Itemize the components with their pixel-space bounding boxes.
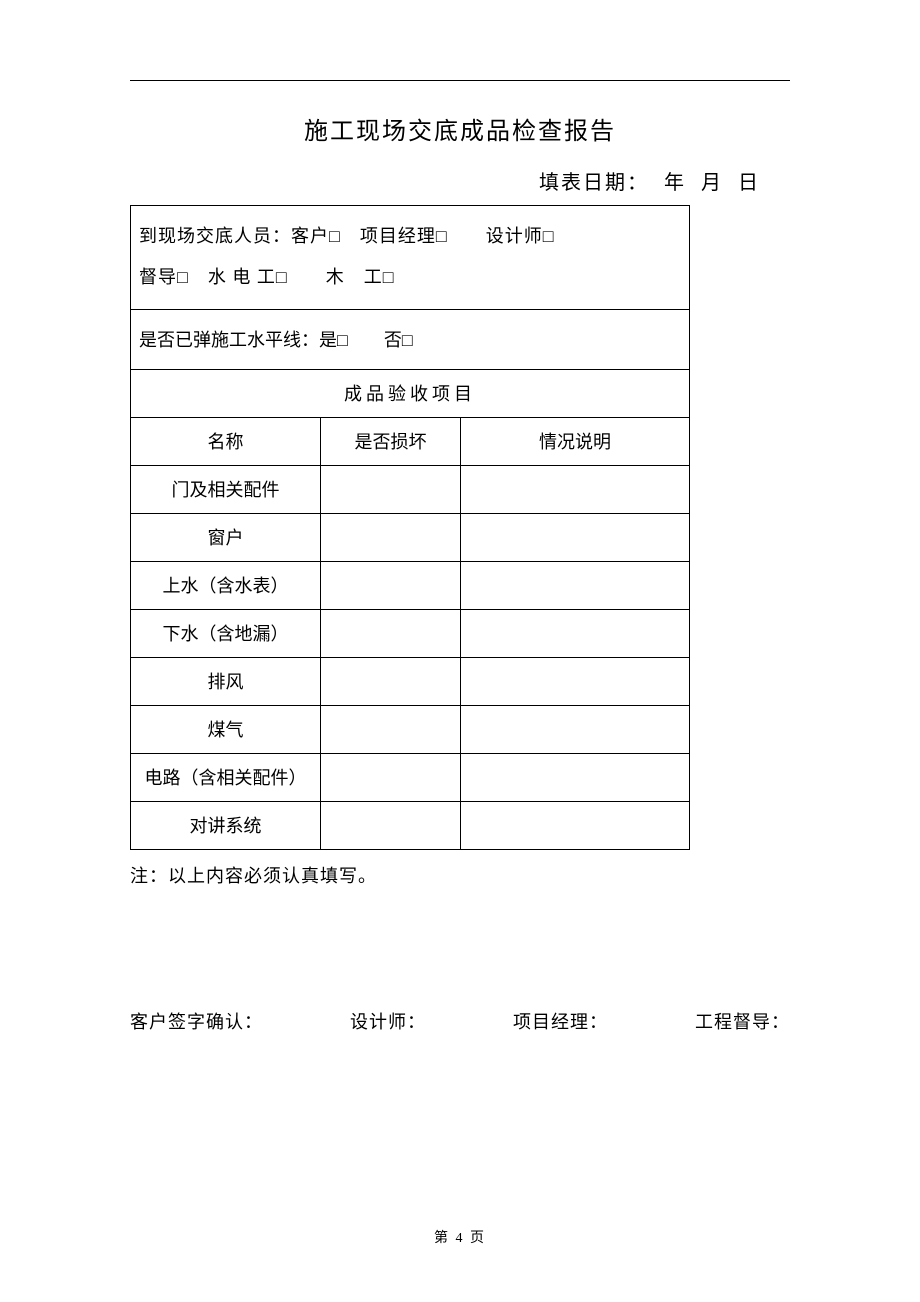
item-desc[interactable] xyxy=(461,657,690,705)
item-name: 排风 xyxy=(131,657,321,705)
item-damage[interactable] xyxy=(321,465,461,513)
opt-plumber: 水 电 工 xyxy=(208,267,276,287)
item-damage[interactable] xyxy=(321,657,461,705)
inspection-form: 到现场交底人员：客户□ 项目经理□ 设计师□ 督导□ 水 电 工□ 木 工□ 是… xyxy=(130,205,690,850)
item-damage[interactable] xyxy=(321,801,461,849)
construction-line-row: 是否已弹施工水平线：是□ 否□ xyxy=(131,309,690,369)
date-month: 月 xyxy=(701,172,723,194)
page-title: 施工现场交底成品检查报告 xyxy=(130,111,790,146)
personnel-row: 到现场交底人员：客户□ 项目经理□ 设计师□ 督导□ 水 电 工□ 木 工□ xyxy=(131,206,690,310)
item-desc[interactable] xyxy=(461,753,690,801)
date-row: 填表日期： 年 月 日 xyxy=(130,166,790,195)
item-damage[interactable] xyxy=(321,753,461,801)
no-label: 否 xyxy=(384,330,402,350)
opt-designer: 设计师 xyxy=(486,226,543,246)
table-row: 窗户 xyxy=(131,513,690,561)
table-row: 煤气 xyxy=(131,705,690,753)
checkbox-icon[interactable]: □ xyxy=(329,216,341,257)
page-number: 第 4 页 xyxy=(0,1227,920,1247)
sign-pm: 项目经理： xyxy=(513,1008,608,1034)
item-name: 上水（含水表） xyxy=(131,561,321,609)
personnel-line2: 督导□ 水 电 工□ 木 工□ xyxy=(139,257,681,298)
table-header-row: 名称 是否损坏 情况说明 xyxy=(131,417,690,465)
item-desc[interactable] xyxy=(461,561,690,609)
table-row: 上水（含水表） xyxy=(131,561,690,609)
item-damage[interactable] xyxy=(321,561,461,609)
item-desc[interactable] xyxy=(461,465,690,513)
item-desc[interactable] xyxy=(461,513,690,561)
checkbox-icon[interactable]: □ xyxy=(436,216,448,257)
checkbox-icon[interactable]: □ xyxy=(383,257,395,298)
table-row: 排风 xyxy=(131,657,690,705)
sign-customer: 客户签字确认： xyxy=(130,1008,263,1034)
checkbox-icon[interactable]: □ xyxy=(276,257,288,298)
section-header-row: 成品验收项目 xyxy=(131,369,690,417)
signature-row: 客户签字确认： 设计师： 项目经理： 工程督导： xyxy=(130,1008,790,1034)
checkbox-icon[interactable]: □ xyxy=(177,257,189,298)
col-header-name: 名称 xyxy=(131,417,321,465)
checkbox-icon[interactable]: □ xyxy=(543,216,555,257)
item-name: 对讲系统 xyxy=(131,801,321,849)
personnel-label: 到现场交底人员： xyxy=(139,226,291,246)
construction-line-label: 是否已弹施工水平线： xyxy=(139,330,319,350)
item-damage[interactable] xyxy=(321,705,461,753)
item-desc[interactable] xyxy=(461,801,690,849)
item-name: 电路（含相关配件） xyxy=(131,753,321,801)
col-header-damage: 是否损坏 xyxy=(321,417,461,465)
opt-supervisor: 督导 xyxy=(139,267,177,287)
item-damage[interactable] xyxy=(321,609,461,657)
item-damage[interactable] xyxy=(321,513,461,561)
item-name: 下水（含地漏） xyxy=(131,609,321,657)
col-header-desc: 情况说明 xyxy=(461,417,690,465)
item-name: 窗户 xyxy=(131,513,321,561)
sign-supervisor: 工程督导： xyxy=(695,1008,790,1034)
checkbox-icon[interactable]: □ xyxy=(402,330,413,351)
date-day: 日 xyxy=(738,172,760,194)
section-header: 成品验收项目 xyxy=(131,369,690,417)
note-text: 注：以上内容必须认真填写。 xyxy=(130,862,790,888)
opt-carpenter: 木 工 xyxy=(326,267,383,287)
opt-pm: 项目经理 xyxy=(360,226,436,246)
date-year: 年 xyxy=(664,172,686,194)
sign-designer: 设计师： xyxy=(350,1008,426,1034)
item-name: 门及相关配件 xyxy=(131,465,321,513)
checkbox-icon[interactable]: □ xyxy=(337,330,348,351)
top-divider xyxy=(130,80,790,81)
item-name: 煤气 xyxy=(131,705,321,753)
item-desc[interactable] xyxy=(461,705,690,753)
yes-label: 是 xyxy=(319,330,337,350)
opt-customer: 客户 xyxy=(291,226,329,246)
table-row: 下水（含地漏） xyxy=(131,609,690,657)
date-label: 填表日期： xyxy=(539,172,649,194)
table-row: 电路（含相关配件） xyxy=(131,753,690,801)
item-desc[interactable] xyxy=(461,609,690,657)
personnel-line1: 到现场交底人员：客户□ 项目经理□ 设计师□ xyxy=(139,216,681,257)
table-row: 对讲系统 xyxy=(131,801,690,849)
table-row: 门及相关配件 xyxy=(131,465,690,513)
